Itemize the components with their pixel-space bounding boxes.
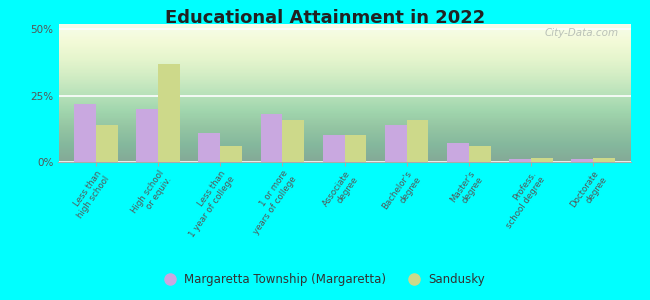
Bar — [220, 146, 242, 162]
Bar — [74, 103, 96, 162]
Text: Educational Attainment in 2022: Educational Attainment in 2022 — [165, 9, 485, 27]
Bar — [136, 109, 158, 162]
Bar — [198, 133, 220, 162]
Legend: Margaretta Township (Margaretta), Sandusky: Margaretta Township (Margaretta), Sandus… — [160, 269, 490, 291]
Bar — [469, 146, 491, 162]
Bar — [261, 114, 282, 162]
Bar — [407, 119, 428, 162]
Bar — [96, 125, 118, 162]
Bar — [385, 125, 407, 162]
Bar — [282, 119, 304, 162]
Bar — [323, 136, 345, 162]
Bar — [158, 64, 180, 162]
Bar — [531, 158, 552, 162]
Bar — [593, 158, 615, 162]
Bar — [509, 159, 531, 162]
Bar — [571, 159, 593, 162]
Bar — [447, 143, 469, 162]
Bar — [344, 136, 366, 162]
Text: City-Data.com: City-Data.com — [545, 28, 619, 38]
